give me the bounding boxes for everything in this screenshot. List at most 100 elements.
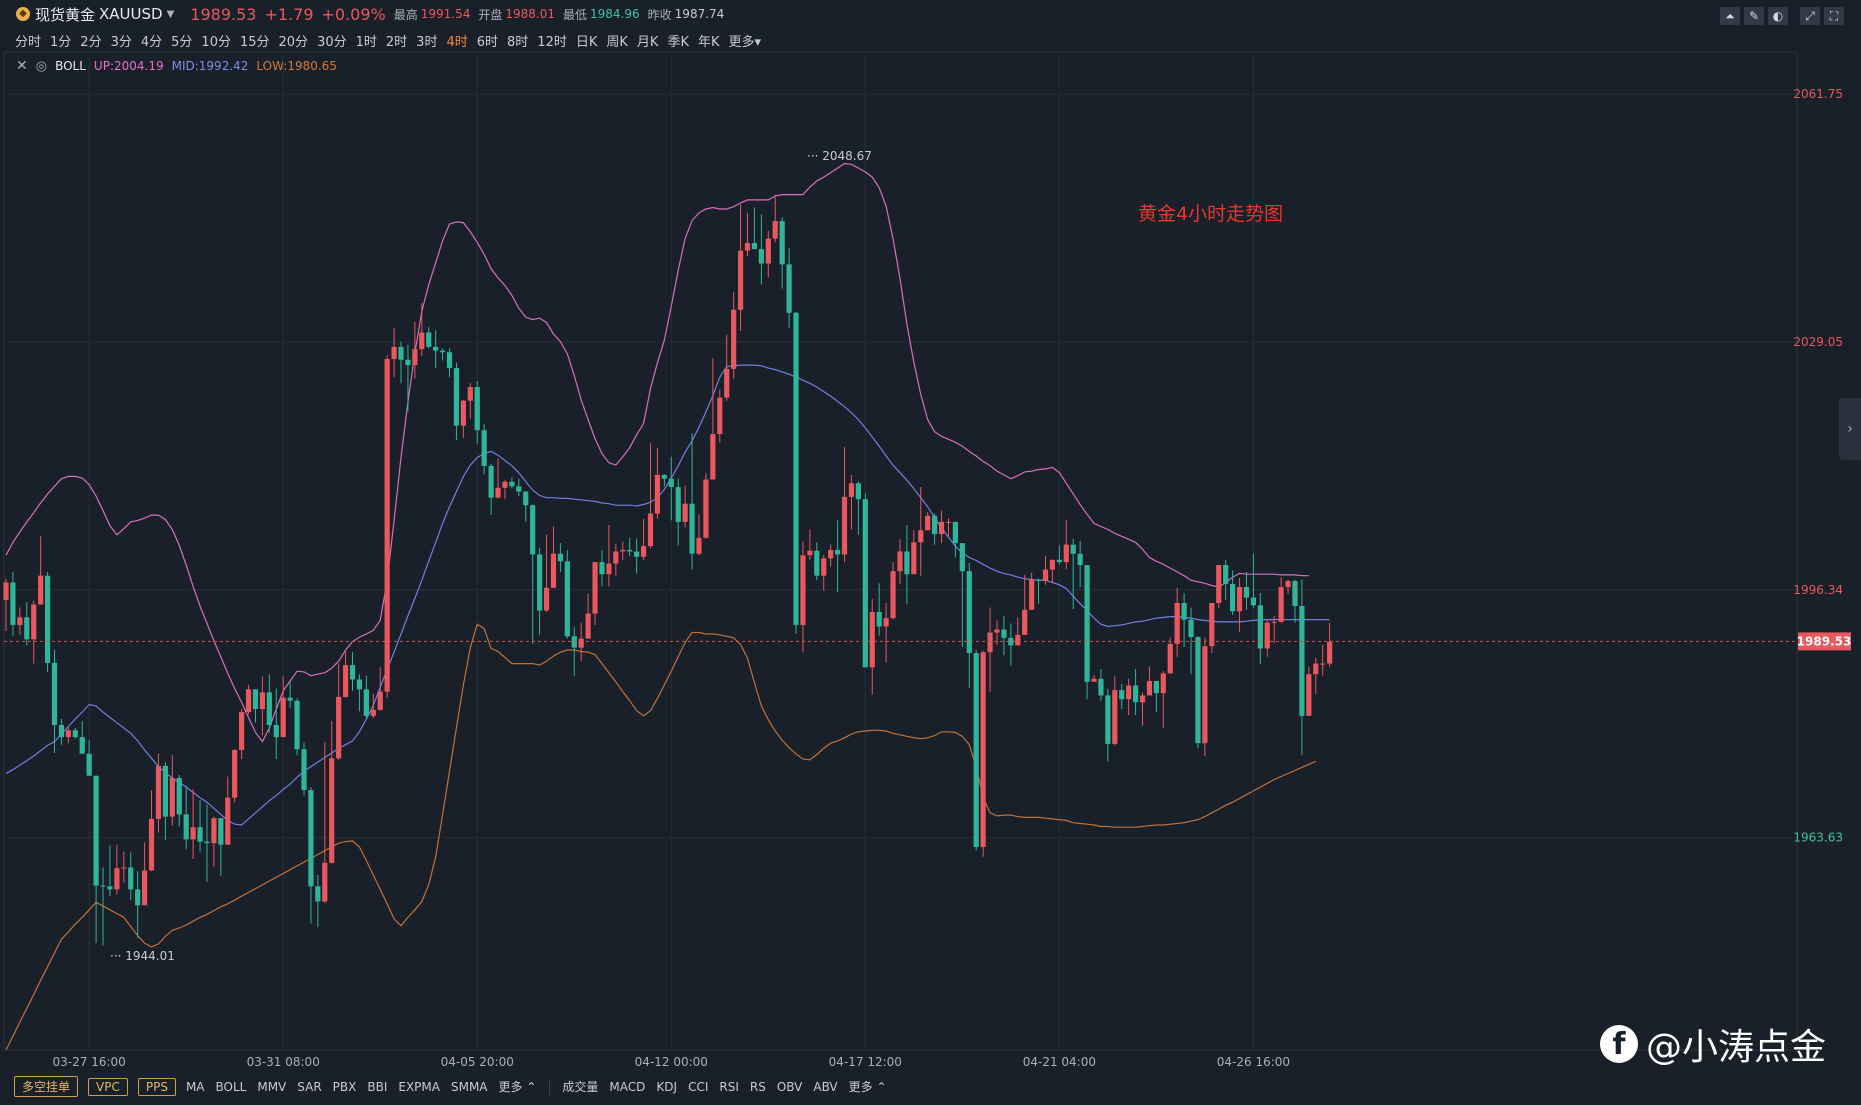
indicator-tab[interactable]: MACD	[609, 1079, 646, 1094]
period-tab[interactable]: 15分	[239, 34, 270, 50]
candle-body	[377, 691, 383, 710]
candle-body	[1230, 584, 1236, 612]
period-tab[interactable]: 年K	[697, 34, 720, 50]
candle-body	[72, 730, 78, 738]
period-tab[interactable]: 2分	[80, 34, 102, 50]
time-axis-label: 03-27 16:00	[53, 1055, 126, 1068]
period-tab[interactable]: 8时	[507, 34, 529, 50]
candle-body	[38, 575, 44, 605]
toolbar-button[interactable]: VPC	[88, 1077, 128, 1096]
candle-body	[772, 221, 778, 239]
candle-body	[1022, 609, 1028, 635]
candle-body	[93, 775, 99, 886]
period-tab[interactable]: 10分	[201, 34, 231, 50]
instrument-name[interactable]: 现货黄金	[35, 5, 96, 24]
candle-body	[259, 692, 266, 710]
period-tab[interactable]: 周K	[606, 34, 628, 50]
indicator-tab[interactable]: 更多 ⌃	[498, 1080, 537, 1094]
period-tab[interactable]: 日K	[575, 34, 598, 50]
indicator-tab[interactable]: MMV	[257, 1079, 287, 1094]
plot-frame	[3, 51, 1798, 1051]
chevron-right-icon[interactable]: ›	[1839, 398, 1861, 460]
candle-body	[294, 700, 300, 750]
candle-body	[1042, 569, 1049, 582]
fullscreen-icon[interactable]: ⛶	[1824, 7, 1844, 25]
indicator-tab[interactable]: CCI	[688, 1079, 709, 1094]
candlestick-chart[interactable]: 2061.75 2029.05 1996.34 1963.63 03-27 16:00 0…	[0, 0, 1861, 1068]
period-tab[interactable]: 5分	[171, 34, 193, 50]
period-tab[interactable]: 月K	[636, 34, 659, 50]
candle-body	[578, 638, 584, 648]
period-tab[interactable]: 20分	[278, 34, 309, 50]
candle-body	[869, 612, 875, 668]
candle-body	[426, 332, 432, 347]
toolbar-button[interactable]: PPS	[137, 1077, 176, 1096]
indicator-tab[interactable]: RSI	[719, 1079, 739, 1094]
candle-body	[1035, 579, 1042, 582]
chart-style-icon[interactable]: ⏶	[1720, 7, 1740, 25]
indicator-tab[interactable]: 更多 ⌃	[848, 1080, 887, 1094]
candle-body	[31, 604, 37, 640]
period-tab[interactable]: 30分	[317, 34, 347, 50]
indicator-tab[interactable]: SMMA	[450, 1079, 488, 1094]
candle-body	[245, 689, 252, 713]
period-tab[interactable]: 1分	[50, 34, 72, 50]
indicator-tab[interactable]: KDJ	[656, 1079, 678, 1094]
candle-body	[744, 243, 751, 251]
price-axis-label: 2029.05	[1793, 335, 1843, 349]
draw-tool-icon[interactable]: ✎	[1744, 7, 1764, 25]
indicator-tab[interactable]: MA	[185, 1079, 205, 1094]
indicator-tab[interactable]: EXPMA	[398, 1079, 440, 1094]
chevron-down-icon[interactable]: ▼	[166, 8, 175, 20]
period-tab[interactable]: 1时	[355, 34, 377, 50]
indicator-tab[interactable]: 成交量	[562, 1080, 599, 1094]
period-bar: 分时 1分 2分 3分 4分 5分 10分 15分 20分 30分 1时 2时 3时 4时 6时 8时 12时日…	[15, 30, 770, 50]
close-icon[interactable]: ✕	[16, 58, 28, 74]
period-tab[interactable]: 4分	[140, 34, 163, 50]
indicator-tab[interactable]: BOLL	[215, 1079, 247, 1094]
candle-body	[1112, 690, 1118, 744]
indicator-tab[interactable]: OBV	[776, 1079, 803, 1094]
candle-body	[1126, 685, 1132, 700]
indicator-tab[interactable]: SAR	[297, 1079, 322, 1094]
candle-body	[446, 352, 453, 369]
candle-body	[1306, 674, 1312, 716]
period-tab[interactable]: 季K	[667, 34, 689, 50]
candle-body	[925, 515, 931, 531]
period-tab[interactable]: 12时	[537, 34, 567, 50]
candle-body	[1132, 685, 1139, 703]
candle-body	[1313, 663, 1319, 675]
candle-body	[398, 346, 404, 360]
candle-body	[460, 400, 466, 426]
period-tab[interactable]: 6时	[476, 34, 499, 50]
gold-coin-icon: ◆	[16, 7, 30, 21]
candle-body	[1243, 587, 1250, 598]
period-tab[interactable]: 4时	[446, 34, 468, 50]
toolbar-button[interactable]: 多空挂单	[14, 1076, 79, 1097]
candle-body	[1223, 565, 1229, 585]
compare-icon[interactable]: ◐	[1768, 7, 1788, 25]
indicator-tab[interactable]: BBI	[367, 1079, 388, 1094]
candle-body	[703, 479, 709, 538]
candle-body	[1174, 602, 1180, 644]
candle-body	[439, 350, 446, 353]
expand-icon[interactable]: ⤢	[1800, 7, 1820, 25]
period-tab[interactable]: 3时	[416, 34, 438, 50]
time-axis-label: 04-26 16:00	[1217, 1055, 1290, 1068]
period-tab[interactable]: 3分	[110, 34, 132, 50]
indicator-tab[interactable]: RS	[749, 1079, 766, 1094]
candle-body	[654, 474, 661, 514]
candle-body	[682, 503, 688, 522]
instrument-symbol[interactable]: XAUUSD	[99, 5, 163, 23]
candle-body	[537, 554, 543, 611]
candle-body	[855, 483, 861, 500]
settings-icon[interactable]: ◎	[35, 58, 48, 74]
candle-body	[841, 496, 848, 555]
indicator-tab[interactable]: ABV	[813, 1079, 838, 1094]
period-tab[interactable]: 更多▾	[728, 34, 762, 50]
period-tab[interactable]: 分时	[15, 34, 42, 50]
boll-middle-band	[5, 364, 1330, 826]
period-tab[interactable]: 2时	[385, 34, 408, 50]
indicator-tab[interactable]: PBX	[332, 1079, 357, 1094]
candle-body	[717, 397, 723, 435]
